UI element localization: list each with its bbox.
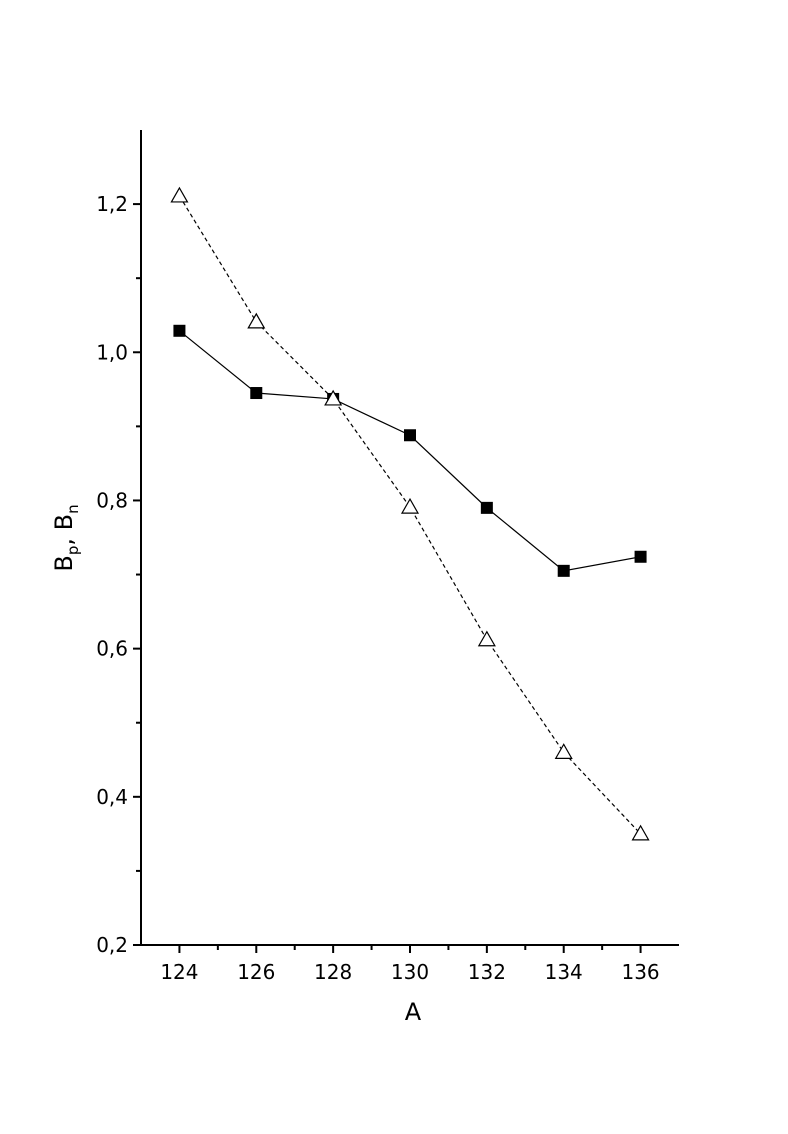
y-tick-label: 1,2 xyxy=(96,192,128,216)
marker xyxy=(554,743,573,759)
marker xyxy=(173,324,186,337)
y-label-sub: n xyxy=(64,504,82,514)
x-tick-label: 136 xyxy=(621,960,659,984)
y-axis-label: Bp, Bn xyxy=(50,504,82,571)
marker xyxy=(250,387,263,400)
y-label-part: , B xyxy=(50,514,78,546)
x-tick-label: 130 xyxy=(391,960,429,984)
y-tick-label: 0,6 xyxy=(96,637,128,661)
series-line xyxy=(179,330,641,572)
marker xyxy=(631,824,650,841)
marker xyxy=(557,564,570,577)
y-tick-label: 0,8 xyxy=(96,488,128,512)
x-tick-label: 126 xyxy=(237,960,275,984)
marker xyxy=(477,630,496,647)
x-tick-label: 124 xyxy=(160,960,198,984)
x-axis-label: A xyxy=(405,998,422,1026)
marker xyxy=(480,501,493,514)
y-label-sub: p xyxy=(64,546,82,556)
marker xyxy=(247,312,266,329)
series-line xyxy=(178,195,642,835)
marker xyxy=(170,186,189,203)
x-tick-label: 128 xyxy=(314,960,352,984)
y-tick-label: 0,4 xyxy=(96,785,128,809)
x-tick-label: 134 xyxy=(545,960,583,984)
x-tick-label: 132 xyxy=(468,960,506,984)
marker xyxy=(400,497,420,514)
y-label-part: B xyxy=(50,555,78,571)
marker xyxy=(404,429,416,442)
y-tick-label: 1,0 xyxy=(96,340,128,364)
y-tick-label: 0,2 xyxy=(96,933,128,957)
marker xyxy=(324,389,343,406)
marker xyxy=(634,550,647,563)
